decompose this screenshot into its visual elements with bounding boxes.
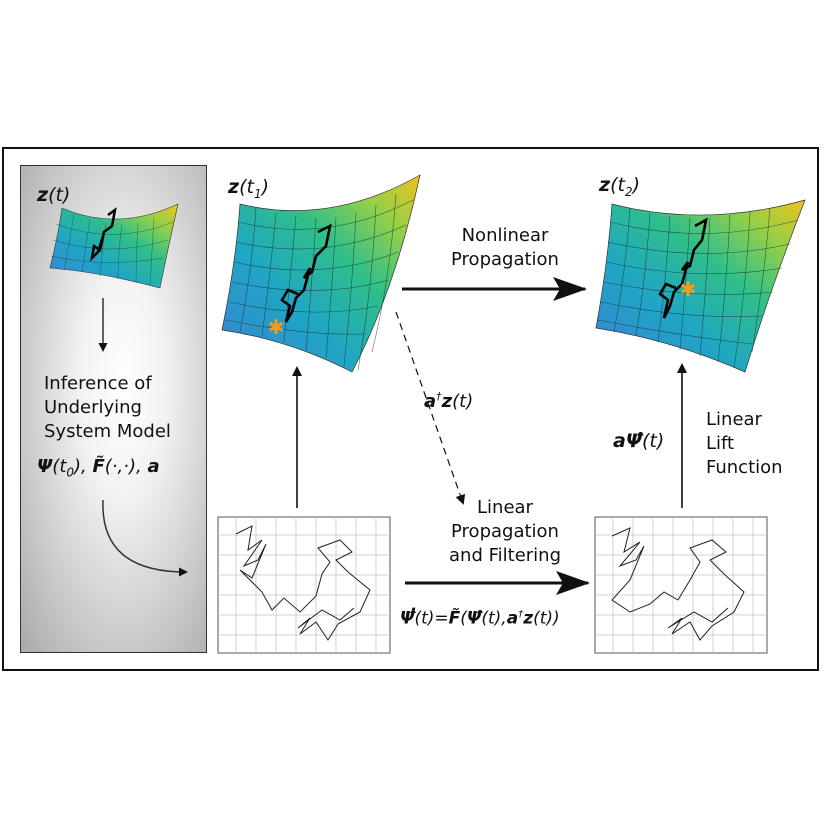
figure-frame xyxy=(2,147,819,671)
surface-z-t2: ✱ xyxy=(595,199,806,373)
label-z-t2: z(t2) xyxy=(599,174,640,199)
lift-function-label: Linear Lift Function xyxy=(706,409,783,478)
label-z-t1: z(t1) xyxy=(228,176,269,201)
star-marker-t2: ✱ xyxy=(680,277,697,301)
grid-plot-right xyxy=(594,516,768,654)
surface-z-t xyxy=(49,203,179,289)
label-z-t: z(t) xyxy=(37,184,71,206)
propagation-equation: Ψ̂̇(t)=F̃(Ψ̂(t),a†z(t)) xyxy=(400,608,560,629)
linear-propagation-label: Linear Propagation and Filtering xyxy=(449,497,561,566)
nonlinear-propagation-label: Nonlinear Propagation xyxy=(451,225,559,270)
inference-text: Inference of Underlying System Model xyxy=(44,373,171,442)
panel-curved-arrow xyxy=(102,499,188,577)
a-psi-label: aΨ̂(t) xyxy=(613,430,665,452)
star-marker-t1: ✱ xyxy=(268,315,285,339)
grid-plot-left xyxy=(217,516,391,654)
a-dagger-z-label: a†z(t) xyxy=(424,390,474,412)
dashed-projection-arrow xyxy=(395,311,466,505)
model-parameters: Ψ(t0), F̃(·,·), a xyxy=(37,456,160,480)
surface-z-t1: ✱ xyxy=(221,174,421,373)
